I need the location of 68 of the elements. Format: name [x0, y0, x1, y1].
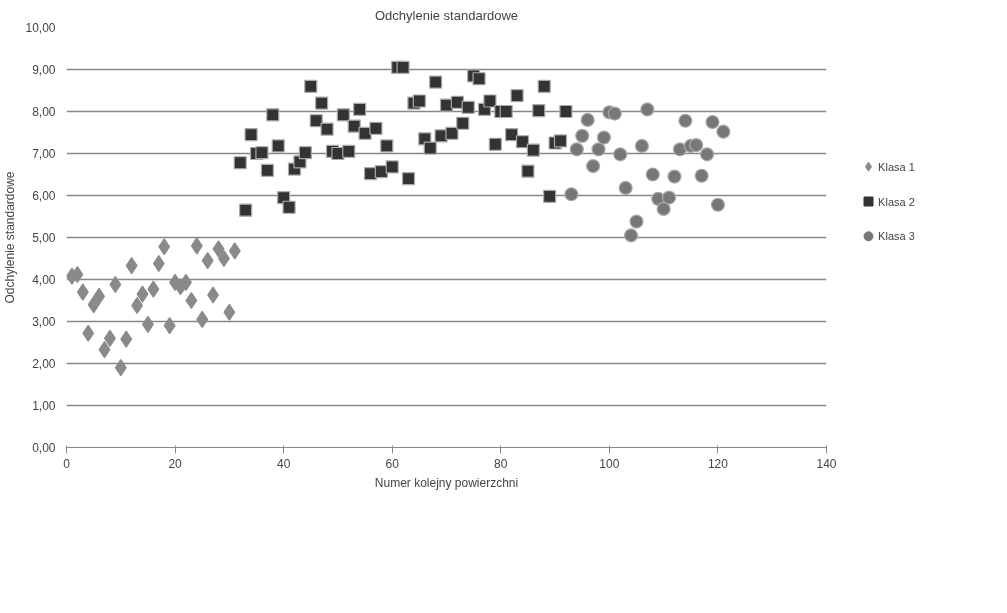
y-tick-label: 3,00 [32, 315, 56, 329]
point [661, 190, 677, 205]
point [618, 180, 633, 196]
y-tick-label: 6,00 [32, 189, 56, 203]
y-axis-title: Odchylenie standardowe [3, 171, 18, 304]
point [694, 168, 709, 183]
y-tick-label: 10,00 [25, 21, 56, 35]
point [201, 252, 214, 270]
point [564, 187, 579, 202]
point [76, 283, 89, 301]
legend-label: Klasa 3 [878, 230, 915, 243]
point [158, 238, 171, 256]
x-axis-title: Numer kolejny powierzchni [374, 475, 519, 490]
point [223, 303, 236, 321]
x-tick-label: 0 [63, 456, 71, 471]
point [629, 214, 644, 229]
chart-title: Odchylenie standardowe [374, 7, 519, 23]
point [591, 142, 606, 157]
point [190, 237, 203, 255]
x-tick-label: 100 [599, 456, 620, 471]
x-tick-label: 140 [816, 456, 837, 471]
point [645, 167, 660, 182]
point [125, 257, 138, 275]
legend-label: Klasa 2 [878, 195, 915, 208]
y-tick-label: 9,00 [32, 63, 56, 77]
point [82, 324, 95, 342]
point [689, 138, 704, 153]
point [136, 285, 149, 303]
x-tick-label: 80 [494, 456, 508, 471]
point [716, 124, 731, 139]
point [98, 341, 111, 359]
x-tick-label: 20 [168, 456, 183, 471]
point [580, 112, 595, 127]
y-tick-label: 4,00 [32, 273, 56, 287]
point [699, 147, 715, 162]
point [678, 113, 693, 128]
y-tick-label: 7,00 [32, 147, 56, 161]
x-tick-label: 60 [385, 456, 400, 471]
point [634, 138, 650, 154]
point [672, 142, 688, 157]
y-tick-label: 2,00 [32, 357, 56, 371]
point [575, 128, 590, 143]
point [710, 197, 726, 212]
point [656, 201, 671, 217]
point [623, 228, 639, 243]
x-tick-label: 40 [276, 456, 291, 471]
point [87, 296, 100, 314]
point [196, 310, 209, 328]
y-tick-label: 5,00 [32, 231, 56, 245]
point [114, 359, 127, 377]
y-tick-label: 1,00 [32, 399, 56, 413]
point [569, 142, 584, 157]
point [607, 106, 622, 121]
point [163, 317, 176, 335]
point [640, 102, 655, 117]
point [613, 147, 628, 162]
y-tick-label: 0,00 [32, 441, 56, 455]
legend-label: Klasa 1 [878, 160, 915, 173]
point [667, 169, 682, 184]
x-tick-label: 120 [707, 456, 729, 471]
y-tick-label: 8,00 [32, 105, 56, 119]
point [147, 280, 160, 298]
point [585, 159, 601, 174]
point [705, 114, 720, 130]
point [120, 330, 133, 348]
point [212, 240, 225, 258]
point [228, 242, 241, 260]
point [596, 130, 612, 145]
